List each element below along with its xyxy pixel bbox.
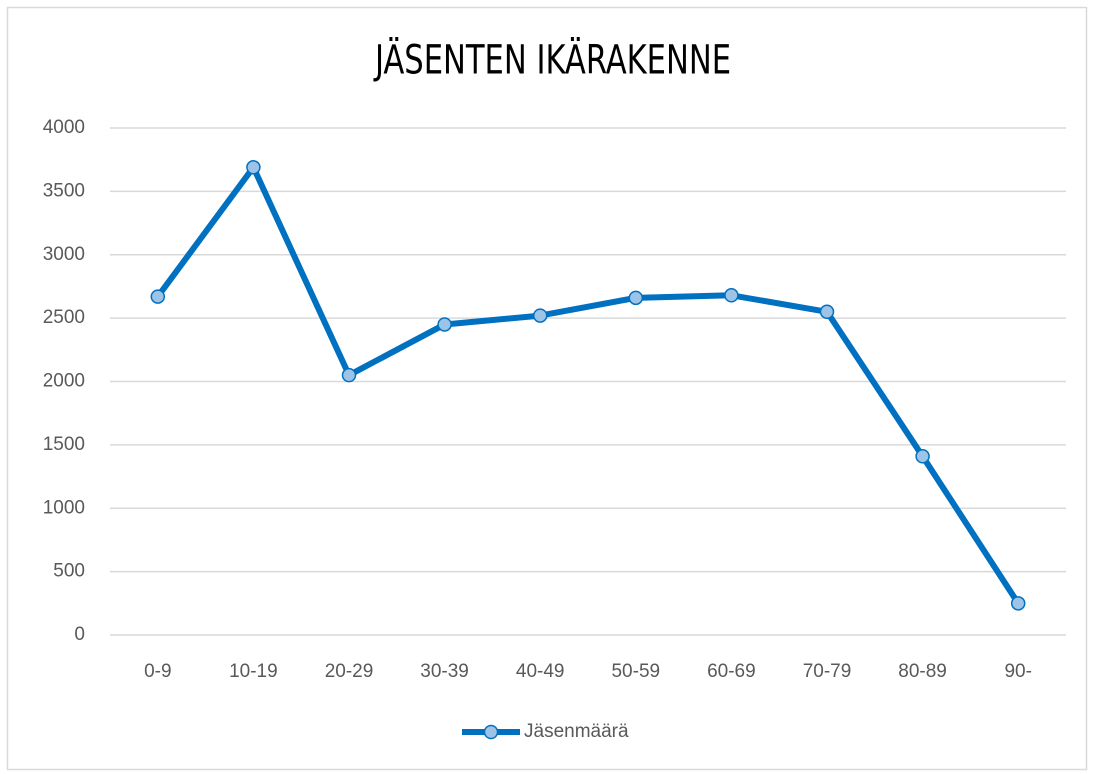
data-point [819, 304, 835, 320]
y-tick-label: 3500 [43, 180, 85, 201]
y-tick-label: 500 [53, 561, 85, 582]
data-point [341, 367, 357, 383]
chart-title: JÄSENTEN IKÄRAKENNE [373, 37, 731, 83]
data-point [532, 308, 548, 323]
data-point [628, 290, 644, 306]
y-tick-label: 2000 [43, 371, 85, 392]
x-tick-label: 20-29 [325, 661, 374, 682]
data-point [724, 288, 739, 303]
y-tick-label: 3000 [43, 244, 85, 265]
data-point [246, 160, 261, 175]
x-tick-label: 10-19 [229, 661, 278, 682]
x-tick-label: 60-69 [707, 661, 756, 682]
x-tick-label: 90- [1004, 661, 1031, 682]
x-tick-label: 70-79 [803, 661, 852, 682]
y-tick-label: 0 [74, 624, 85, 645]
y-tick-label: 1500 [43, 434, 85, 455]
legend-marker [483, 724, 499, 740]
series-line [154, 164, 1022, 607]
y-tick-label: 4000 [43, 117, 85, 138]
data-point [437, 317, 452, 332]
x-tick-label: 50-59 [611, 661, 660, 682]
y-tick-label: 1000 [43, 497, 85, 518]
data-point [1010, 596, 1026, 611]
x-tick-label: 40-49 [516, 661, 565, 682]
chart-frame [6, 6, 1088, 771]
y-tick-label: 2500 [43, 307, 85, 328]
x-tick-label: 80-89 [898, 661, 947, 682]
data-point [915, 449, 930, 464]
x-tick-label: 30-39 [420, 661, 469, 682]
x-tick-label: 0-9 [144, 661, 171, 682]
data-point [150, 289, 166, 304]
legend-label: Jäsenmäärä [524, 721, 629, 742]
